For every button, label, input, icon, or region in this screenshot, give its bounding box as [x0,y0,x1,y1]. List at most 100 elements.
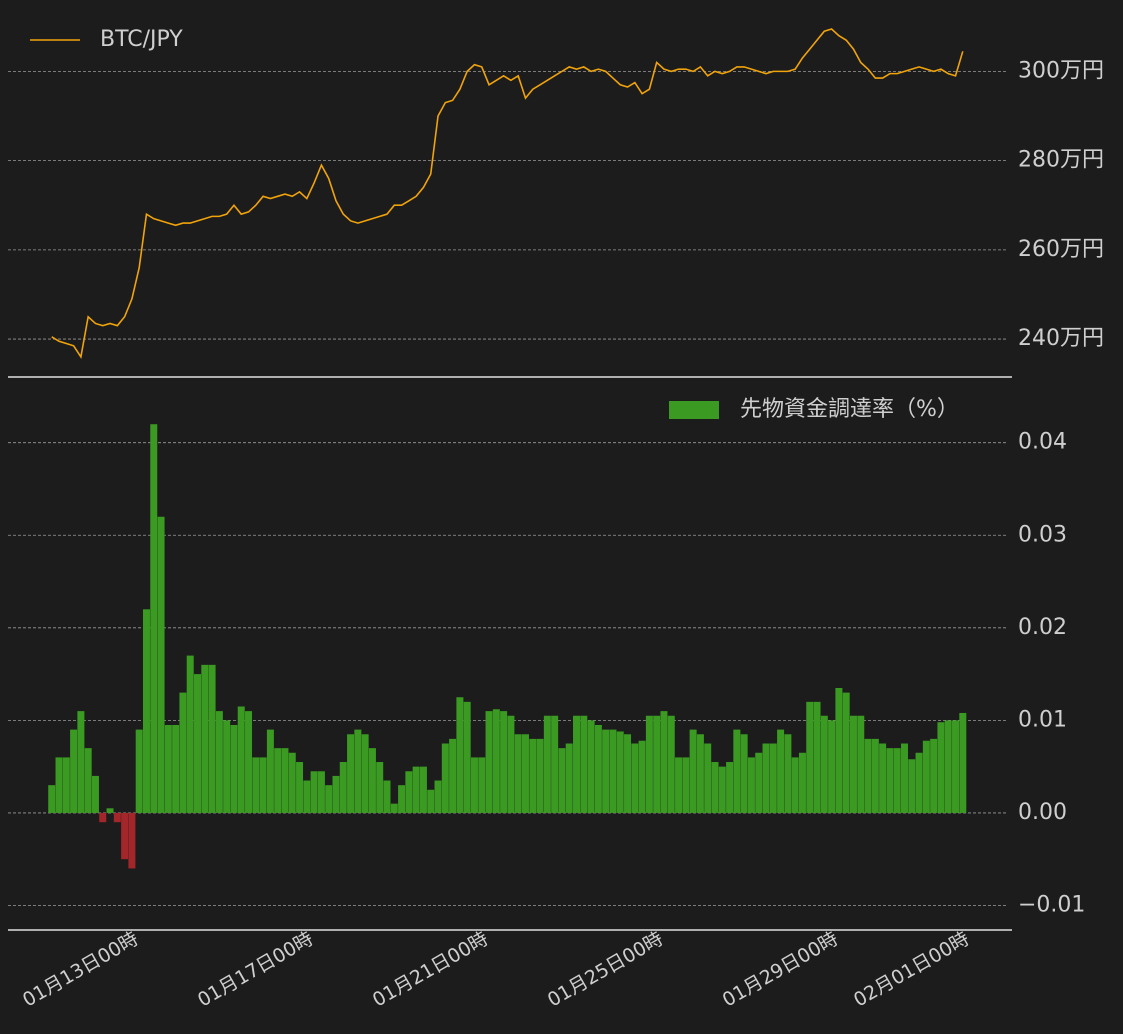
bar [718,766,726,813]
bar [886,748,894,813]
bar [434,780,442,813]
bar [580,715,588,813]
bar [427,789,435,813]
bar [419,766,427,813]
bar [194,674,202,813]
bar [135,729,143,813]
bar [500,711,508,813]
bar [383,780,391,813]
y-tick-label: 0.03 [1018,522,1067,547]
x-tick-label: 01月25日00時 [544,928,667,1012]
y-tick-label: 280万円 [1018,148,1104,173]
bar [478,757,486,813]
bar [587,720,595,813]
bar [813,701,821,813]
bar [288,752,296,813]
bar [565,743,573,813]
bar [624,734,632,813]
y-tick-label: −0.01 [1018,892,1085,917]
bar [390,803,398,813]
bar [230,724,238,813]
bar [164,724,172,813]
bar [325,785,333,813]
bar [172,724,180,813]
bar [150,424,158,813]
bar [594,724,602,813]
bar [631,743,639,813]
bar [106,808,114,813]
bar [726,762,734,813]
bar [908,759,916,813]
bar [121,812,129,860]
bar [900,743,908,813]
bar [128,812,136,869]
bar [682,757,690,813]
bar [514,734,522,813]
bar [777,729,785,813]
y-tick-label: 0.00 [1018,800,1067,825]
bar [937,722,945,813]
bar [449,738,457,813]
bar [842,692,850,813]
bar [405,771,413,813]
bar [296,762,304,813]
y-tick-label: 0.02 [1018,615,1067,640]
y-tick-label: 300万円 [1018,58,1104,83]
bar [653,715,661,813]
bar [922,740,930,813]
bar [201,664,209,813]
bar [616,731,624,813]
bar [310,771,318,813]
bar [441,743,449,813]
bar [711,762,719,813]
legend-label: BTC/JPY [100,27,183,52]
bar [62,757,70,813]
bar [485,711,493,813]
bar [696,734,704,813]
bar [602,729,610,813]
bar [398,785,406,813]
bar [784,734,792,813]
bar [529,738,537,813]
bar [281,748,289,813]
bar [237,706,245,813]
bar [303,780,311,813]
bar [689,729,697,813]
bar [354,729,362,813]
bar [609,729,617,813]
x-tick-label: 01月29日00時 [719,928,842,1012]
bar [798,752,806,813]
bar [543,715,551,813]
x-tick-label: 01月13日00時 [19,928,142,1012]
bar [893,748,901,813]
bar [762,743,770,813]
bar [223,720,231,813]
bar [959,712,967,813]
bar [208,664,216,813]
bar [252,757,260,813]
bar [507,715,515,813]
bar [48,785,56,813]
bar [952,720,960,813]
bar [944,720,952,813]
bar [347,734,355,813]
bar [849,715,857,813]
bar [157,516,165,813]
bar [675,757,683,813]
bar [879,743,887,813]
bar [368,748,376,813]
bar [930,738,938,813]
bar [733,729,741,813]
x-tick-label: 01月21日00時 [369,928,492,1012]
bar [828,720,836,813]
y-tick-label: 240万円 [1018,326,1104,351]
bar [245,711,253,813]
bar [463,701,471,813]
bar [667,715,675,813]
bar [259,757,267,813]
bar [186,655,194,813]
bar [645,715,653,813]
bar [113,812,121,823]
bar [91,775,99,813]
